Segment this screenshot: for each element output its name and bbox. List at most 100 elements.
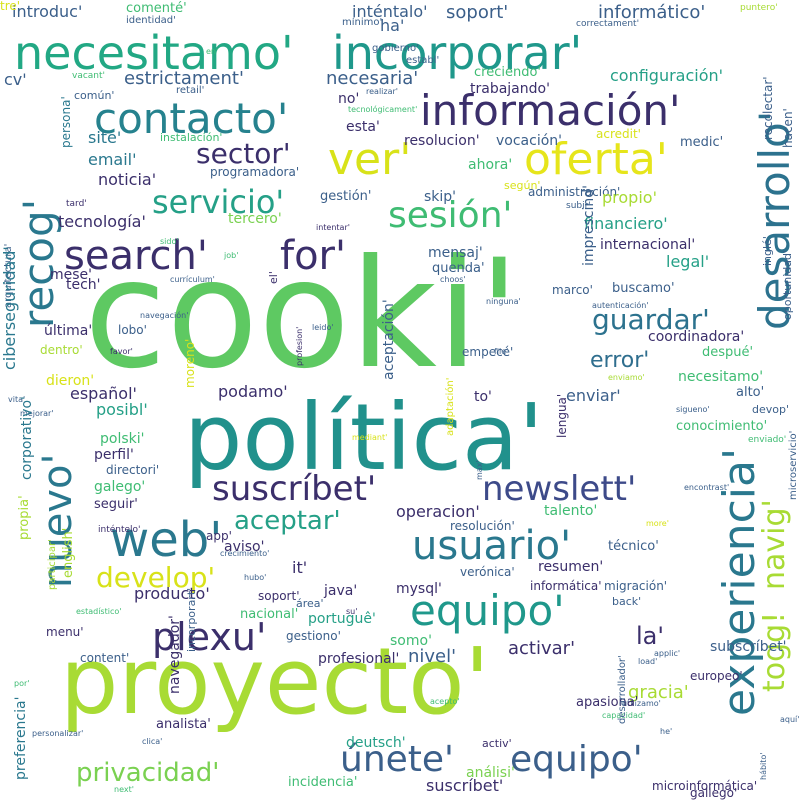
cloud-word: europeo' [690, 669, 743, 683]
cloud-word: microservicio' [788, 430, 799, 500]
cloud-word: sigueno' [676, 405, 710, 414]
cloud-word: aviso' [224, 539, 265, 555]
cloud-word: content' [80, 651, 130, 665]
cloud-word: to' [474, 389, 492, 405]
cloud-word: producto' [134, 584, 210, 603]
cloud-word: tecnología' [58, 212, 146, 231]
cloud-word: applic' [654, 649, 681, 658]
cloud-word: posibl' [96, 400, 148, 419]
cloud-word: guardar' [592, 303, 710, 336]
cloud-word: sido' [160, 237, 179, 246]
cloud-word: mínimo' [342, 17, 383, 28]
cloud-word: vita' [8, 395, 26, 404]
cloud-word: marco' [552, 283, 593, 297]
cloud-word: microinformática' [652, 779, 758, 793]
cloud-word: aquí' [780, 715, 800, 724]
cloud-word: vacant' [72, 71, 106, 81]
cloud-word: portuguê' [308, 611, 376, 627]
cloud-word: establ' [406, 55, 440, 66]
cloud-word: propia' [17, 495, 32, 540]
cloud-word: recolectar' [761, 76, 775, 140]
cloud-word: por' [14, 679, 30, 688]
cloud-word: proyecto' [60, 628, 490, 735]
cloud-word: seguir' [94, 497, 138, 512]
cloud-word: última' [44, 323, 93, 339]
cloud-word: adaptación' [445, 377, 456, 436]
cloud-word: esta' [346, 119, 380, 135]
cloud-word: servicio' [152, 183, 285, 221]
cloud-word: noticia' [98, 170, 157, 189]
cloud-word: moreno' [183, 338, 197, 388]
cloud-word: somo' [390, 633, 432, 649]
cloud-word: enviado' [748, 435, 787, 445]
cloud-word: he' [660, 727, 673, 736]
cloud-word: introduc' [12, 2, 83, 21]
cloud-word: cv' [4, 70, 27, 89]
cloud-word: coordinadora' [648, 329, 745, 345]
cloud-word: en' [206, 47, 219, 56]
cloud-word: participar' [47, 539, 58, 590]
cloud-word: identidad' [126, 15, 176, 26]
cloud-word: correctament' [576, 19, 640, 29]
cloud-word: email' [88, 150, 137, 169]
cloud-word: directori' [106, 463, 160, 477]
cloud-word: información' [420, 86, 681, 135]
cloud-word: currículum' [170, 275, 215, 284]
cloud-word: retail' [176, 85, 205, 96]
cloud-word: more' [646, 519, 669, 528]
cloud-word: necesitamo' [14, 26, 294, 80]
cloud-word: navegador' [167, 615, 183, 694]
cloud-word: la' [636, 622, 664, 650]
cloud-word: gestiono' [286, 629, 341, 643]
cloud-word: conocimiento' [676, 419, 768, 434]
cloud-word: mediant' [352, 433, 388, 442]
cloud-word: usuario' [412, 523, 572, 569]
cloud-word: resumen' [538, 559, 604, 575]
cloud-word: gobierno' [372, 43, 419, 54]
cloud-word: según' [504, 179, 541, 192]
cloud-word: deutsch' [346, 735, 406, 751]
cloud-word: lobo' [118, 323, 147, 337]
cloud-word: plexu' [152, 615, 267, 659]
cloud-word: nacional' [240, 607, 299, 622]
cloud-word: inténtalo' [352, 2, 428, 21]
cloud-word: suscríbet' [212, 469, 377, 509]
cloud-word: suscríbet' [426, 776, 504, 795]
cloud-word: tech' [66, 277, 101, 293]
cloud-word: informática' [530, 579, 602, 593]
cloud-word: enviar' [566, 386, 621, 405]
cloud-word: favor' [110, 347, 133, 356]
cloud-word: ninguna' [486, 297, 521, 306]
cloud-word: web' [110, 512, 223, 568]
cloud-word: podamo' [218, 382, 288, 401]
cloud-word: profesional' [318, 651, 400, 667]
cloud-word: imprescind' [581, 185, 597, 266]
cloud-word: navegación' [140, 311, 189, 320]
cloud-word: trabajando' [470, 81, 550, 97]
cloud-word: navig' [757, 499, 792, 590]
cloud-word: incorporar' [332, 26, 583, 80]
cloud-word: soport' [446, 2, 509, 23]
cloud-word: programadora' [210, 165, 300, 179]
cloud-word: mensaj' [428, 245, 483, 261]
cloud-word: ahora' [468, 157, 513, 173]
cloud-word: mejorar' [20, 409, 54, 418]
cloud-word: operacion' [396, 502, 480, 521]
cloud-word: análisi' [466, 765, 515, 781]
cloud-word: ciberseguridad' [0, 246, 19, 370]
cloud-word: oportunidad' [781, 249, 794, 320]
cloud-word: alto' [736, 385, 765, 400]
cloud-word: mysql' [396, 581, 442, 597]
cloud-word: empecé' [462, 345, 514, 359]
cloud-word: for' [280, 233, 346, 279]
cloud-word: choos' [440, 275, 466, 284]
cloud-word: soport' [258, 589, 300, 603]
cloud-word: desarrollador' [617, 655, 628, 724]
cloud-word: newslett' [482, 469, 637, 509]
cloud-word: lengua' [555, 393, 569, 438]
cloud-word: ha' [380, 16, 405, 35]
cloud-word: dentro' [40, 343, 83, 357]
cloud-word: gestión' [320, 189, 372, 204]
cloud-word: despué' [702, 345, 754, 360]
cloud-word: back' [612, 595, 642, 608]
